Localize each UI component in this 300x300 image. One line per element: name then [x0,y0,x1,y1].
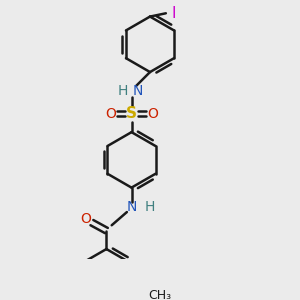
Text: CH₃: CH₃ [148,290,171,300]
Text: S: S [126,106,137,121]
Text: I: I [171,6,175,21]
Text: O: O [105,107,116,121]
Text: O: O [80,212,91,226]
Text: N: N [133,83,143,98]
Text: H: H [118,83,128,98]
Text: N: N [126,200,137,214]
Text: O: O [147,107,158,121]
Text: H: H [145,200,155,214]
